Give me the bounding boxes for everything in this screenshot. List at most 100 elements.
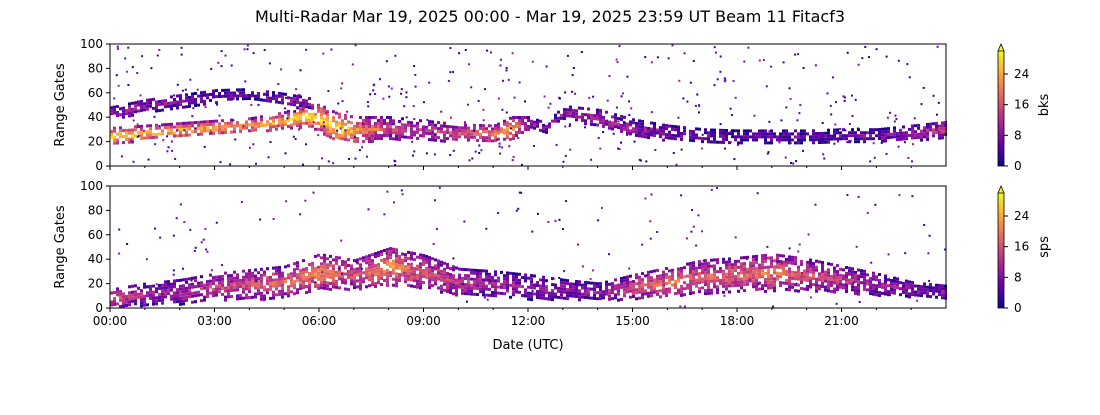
heatmap-cell	[248, 296, 251, 300]
heatmap-cell	[536, 293, 539, 296]
heatmap-cell	[290, 96, 293, 100]
heatmap-cell	[821, 137, 824, 141]
heatmap-cell	[509, 271, 512, 275]
heatmap-cell	[137, 295, 140, 299]
heatmap-cell	[809, 282, 812, 286]
heatmap-cell	[530, 280, 533, 284]
heatmap-cell	[338, 124, 341, 128]
heatmap-cell	[863, 284, 866, 288]
heatmap-cell	[446, 281, 449, 284]
heatmap-cell	[284, 280, 287, 284]
noise-cell	[912, 143, 914, 146]
noise-cell	[490, 51, 492, 54]
heatmap-cell	[575, 292, 578, 295]
heatmap-cell	[113, 300, 116, 303]
heatmap-cell	[161, 102, 164, 106]
heatmap-cell	[650, 294, 653, 298]
heatmap-cell	[362, 119, 365, 122]
noise-cell	[869, 160, 872, 163]
noise-cell	[719, 70, 722, 73]
heatmap-cell	[812, 132, 815, 136]
heatmap-cell	[293, 116, 296, 120]
heatmap-cell	[197, 120, 200, 124]
heatmap-cell	[146, 303, 149, 307]
heatmap-cell	[491, 282, 494, 285]
heatmap-cell	[779, 284, 782, 288]
heatmap-cell	[824, 285, 827, 289]
heatmap-cell	[758, 263, 761, 267]
heatmap-cell	[824, 270, 827, 274]
heatmap-cell	[134, 290, 137, 294]
heatmap-cell	[908, 280, 911, 284]
heatmap-cell	[338, 271, 341, 275]
heatmap-cell	[569, 105, 572, 109]
heatmap-cell	[194, 92, 197, 95]
heatmap-cell	[287, 102, 290, 106]
main-echo-band	[110, 103, 947, 145]
heatmap-cell	[542, 275, 545, 279]
heatmap-cell	[845, 266, 848, 269]
heatmap-cell	[680, 275, 683, 279]
noise-cell	[872, 142, 875, 145]
heatmap-cell	[332, 282, 335, 286]
heatmap-cell	[317, 274, 320, 278]
heatmap-cell	[698, 127, 701, 131]
heatmap-cell	[656, 292, 659, 296]
noise-cell	[115, 74, 118, 77]
heatmap-cell	[170, 282, 173, 286]
heatmap-cell	[719, 128, 722, 132]
noise-cell	[656, 56, 659, 59]
heatmap-cell	[428, 138, 431, 142]
heatmap-cell	[644, 135, 647, 139]
noise-cell	[757, 283, 760, 286]
heatmap-cell	[878, 137, 881, 140]
heatmap-cell	[473, 123, 476, 127]
heatmap-cell	[143, 297, 146, 301]
noise-cell	[405, 116, 408, 119]
heatmap-cell	[596, 282, 599, 286]
heatmap-cell	[491, 291, 494, 294]
heatmap-cell	[848, 278, 851, 282]
noise-cell	[340, 87, 343, 90]
heatmap-cell	[368, 128, 371, 131]
heatmap-cell	[308, 103, 311, 106]
noise-cell	[166, 135, 169, 138]
heatmap-cell	[548, 297, 551, 301]
heatmap-cell	[629, 295, 632, 299]
heatmap-cell	[407, 277, 410, 281]
heatmap-cell	[608, 123, 611, 127]
heatmap-cell	[779, 272, 782, 276]
heatmap-cell	[659, 295, 662, 299]
heatmap-cell	[308, 290, 311, 293]
heatmap-cell	[380, 271, 383, 274]
noise-cell	[894, 114, 897, 117]
heatmap-cell	[746, 282, 749, 286]
heatmap-cell	[491, 127, 494, 131]
heatmap-cell	[596, 285, 599, 289]
heatmap-cell	[506, 280, 509, 284]
heatmap-cell	[440, 290, 443, 294]
heatmap-cell	[428, 280, 431, 284]
noise-cell	[582, 285, 585, 288]
heatmap-cell	[425, 275, 428, 279]
noise-cell	[520, 191, 523, 194]
heatmap-cell	[326, 272, 329, 276]
heatmap-cell	[677, 134, 680, 138]
heatmap-cell	[194, 104, 197, 107]
heatmap-cell	[824, 279, 827, 283]
heatmap-cell	[884, 283, 887, 287]
heatmap-cell	[845, 134, 848, 138]
noise-cell	[413, 150, 416, 153]
heatmap-cell	[560, 293, 563, 297]
noise-cell	[710, 188, 713, 191]
heatmap-cell	[134, 284, 137, 288]
heatmap-cell	[569, 288, 572, 292]
heatmap-cell	[212, 294, 215, 298]
heatmap-cell	[482, 127, 485, 131]
noise-cell	[707, 138, 710, 141]
noise-cell	[434, 133, 436, 136]
heatmap-cell	[164, 286, 167, 290]
heatmap-cell	[512, 284, 515, 288]
heatmap-cell	[809, 138, 812, 142]
colorbar-tick-label: 16	[1014, 98, 1029, 112]
